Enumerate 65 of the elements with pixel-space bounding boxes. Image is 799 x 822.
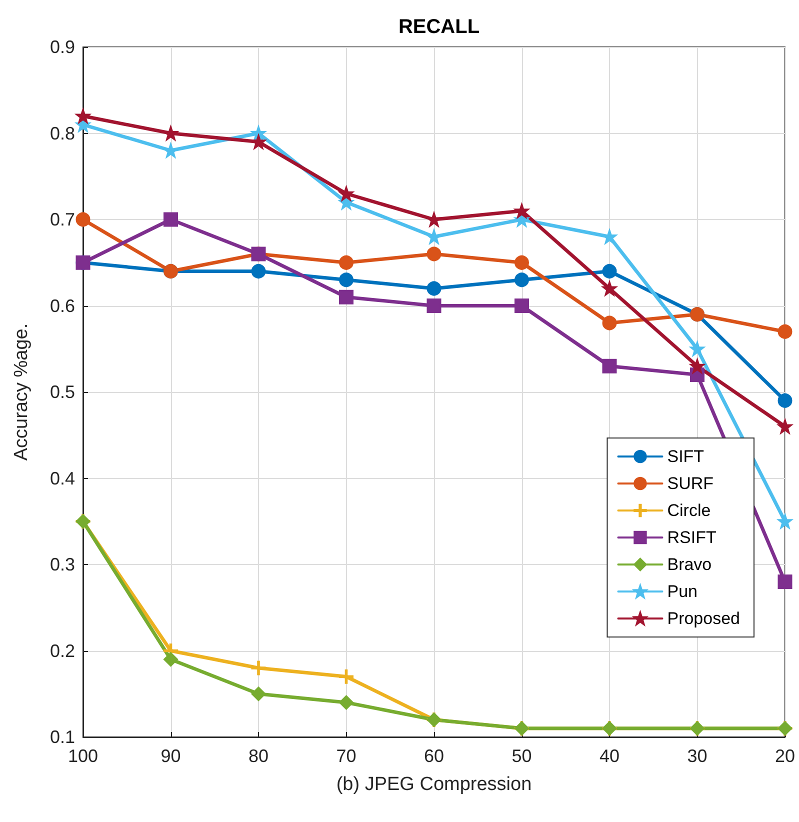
point (602, 358, 617, 374)
point (164, 652, 178, 667)
legend-label: SURF (667, 474, 714, 493)
point (339, 695, 354, 710)
point (426, 281, 442, 296)
point (339, 669, 354, 684)
chart-title: RECALL (398, 16, 480, 38)
point (164, 212, 178, 227)
point (514, 204, 529, 218)
x-tick-label: 90 (160, 746, 181, 766)
point (339, 255, 354, 270)
x-tick-label: 60 (424, 746, 444, 766)
y-tick-label: 0.4 (50, 468, 75, 488)
point (690, 342, 704, 356)
y-tick-label: 0.5 (50, 382, 75, 402)
point (251, 264, 266, 278)
point (339, 186, 354, 201)
point (251, 686, 266, 702)
x-tick-label: 30 (687, 746, 708, 766)
x-tick-label: 70 (336, 746, 356, 766)
x-axis-title: (b) JPEG Compression (336, 774, 532, 795)
x-tick-label: 40 (599, 746, 620, 766)
point (426, 298, 442, 313)
point (251, 134, 266, 150)
point (251, 660, 266, 676)
point (164, 143, 178, 158)
point (426, 246, 442, 262)
point (76, 212, 90, 227)
point (426, 212, 442, 227)
point (426, 230, 442, 244)
y-tick-label: 0.6 (50, 296, 75, 316)
point (602, 281, 617, 296)
point (76, 108, 90, 124)
x-tick-label: 100 (68, 746, 98, 766)
point (778, 514, 792, 529)
legend-label: Proposed (667, 609, 740, 628)
point (339, 290, 354, 304)
point (690, 358, 704, 374)
x-tick-label: 50 (512, 746, 532, 766)
y-tick-label: 0.8 (50, 123, 75, 144)
y-tick-label: 0.3 (50, 554, 75, 574)
x-tick-label: 80 (248, 746, 269, 766)
legend-label: Pun (667, 582, 698, 601)
point (514, 255, 529, 270)
legend-label: SIFT (667, 447, 704, 466)
legend-label: RSIFT (667, 528, 716, 547)
point (602, 316, 617, 330)
y-tick-label: 0.7 (50, 210, 75, 230)
point (778, 324, 792, 339)
point (778, 393, 792, 408)
point (602, 264, 617, 278)
y-tick-label: 0.9 (50, 37, 75, 57)
legend-label: Circle (667, 501, 711, 520)
y-tick-label: 0.2 (50, 640, 75, 661)
y-tick-label: 0.1 (50, 727, 75, 747)
point (164, 126, 178, 140)
point (778, 574, 792, 589)
point (514, 272, 529, 288)
point (514, 298, 529, 313)
point (778, 419, 792, 434)
point (602, 230, 617, 244)
y-axis-title: Accuracy %age. (11, 323, 32, 461)
legend-label: Bravo (667, 555, 712, 574)
point (339, 272, 354, 288)
x-tick-label: 20 (774, 746, 796, 766)
